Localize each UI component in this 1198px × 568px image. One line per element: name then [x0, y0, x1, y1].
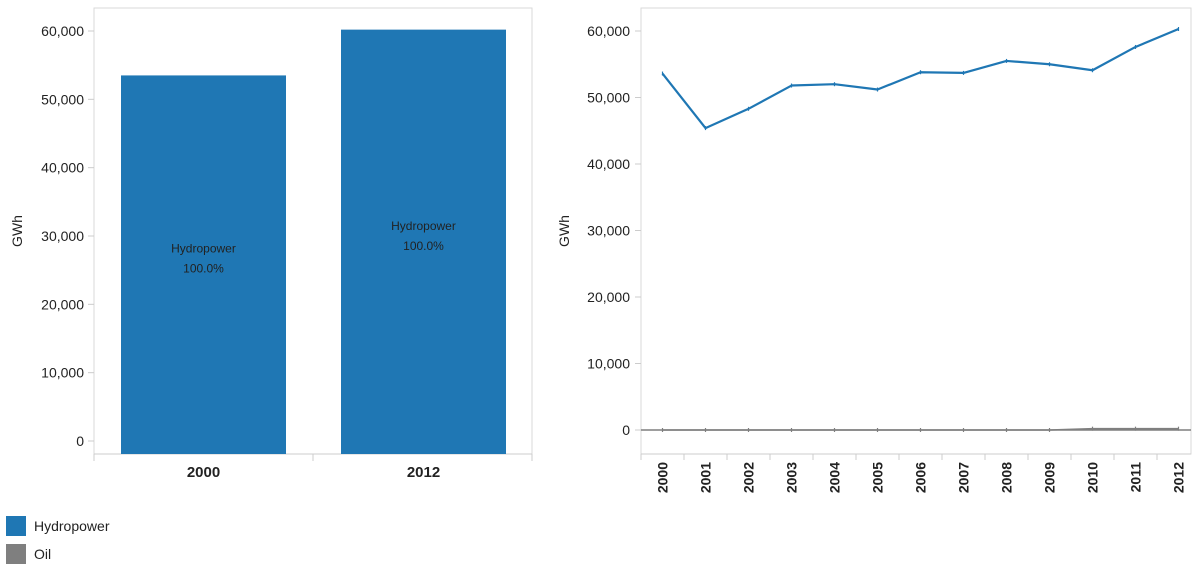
legend-swatch-oil — [6, 544, 26, 564]
line-y-tick-label: 40,000 — [587, 156, 630, 172]
legend-item-hydropower: Hydropower — [6, 512, 109, 540]
line-y-tick-label: 10,000 — [587, 356, 630, 372]
bar-label-name: Hydropower — [391, 219, 456, 233]
bar-y-tick-label: 20,000 — [41, 296, 84, 312]
bar-series: Hydropower 100.0% Hydropower 100.0% — [121, 29, 506, 455]
line-y-tick-label: 30,000 — [587, 223, 630, 239]
bar-2012 — [341, 29, 506, 455]
line-x-tick-label: 2008 — [999, 462, 1015, 493]
line-x-tick-label: 2006 — [913, 462, 929, 493]
bar-y-axis-label: GWh — [9, 215, 25, 247]
bar-y-tick-label: 0 — [76, 433, 84, 449]
legend: Hydropower Oil — [6, 512, 109, 568]
legend-swatch-hydropower — [6, 516, 26, 536]
bar-chart: 0 10,000 20,000 30,000 40,000 50,000 60,000 Hy… — [9, 7, 533, 481]
line-x-tick-label: 2010 — [1085, 462, 1101, 493]
line-x-ticks: 2000 2001 2002 2003 2004 2005 2006 2007 2008 2009… — [640, 453, 1191, 493]
line-x-tick-label: 2003 — [784, 462, 800, 493]
line-x-tick-label: 2001 — [698, 462, 714, 493]
line-x-tick-label: 2002 — [741, 462, 757, 493]
legend-item-oil: Oil — [6, 540, 109, 568]
series-line-hydropower — [661, 27, 1179, 130]
line-x-tick-label: 2009 — [1042, 462, 1058, 493]
chart-canvas: 0 10,000 20,000 30,000 40,000 50,000 60,000 Hy… — [9, 7, 1192, 493]
bar-label-pct: 100.0% — [183, 262, 224, 276]
bar-label-name: Hydropower — [171, 242, 236, 256]
line-x-tick-label: 2007 — [956, 462, 972, 493]
line-y-ticks: 0 10,000 20,000 30,000 40,000 50,000 60,000 — [587, 23, 641, 438]
bar-x-tick-label: 2000 — [187, 464, 220, 481]
bar-y-tick-label: 50,000 — [41, 91, 84, 107]
line-x-tick-label: 2005 — [870, 462, 886, 493]
line-y-tick-label: 50,000 — [587, 90, 630, 106]
bar-2000 — [121, 75, 286, 455]
line-chart: 0 10,000 20,000 30,000 40,000 50,000 60,000 20… — [556, 7, 1192, 493]
bar-x-ticks: 2000 2012 — [93, 454, 533, 481]
line-x-tick-label: 2000 — [655, 462, 671, 493]
line-x-tick-label: 2011 — [1128, 462, 1144, 493]
line-x-tick-label: 2004 — [827, 462, 843, 493]
line-x-tick-label: 2012 — [1171, 462, 1187, 493]
bar-y-tick-label: 40,000 — [41, 160, 84, 176]
line-y-axis-label: GWh — [556, 215, 572, 247]
bar-y-ticks: 0 10,000 20,000 30,000 40,000 50,000 60,000 — [41, 23, 94, 449]
line-y-tick-label: 20,000 — [587, 289, 630, 305]
bar-y-tick-label: 30,000 — [41, 228, 84, 244]
line-series — [641, 27, 1191, 432]
legend-label-oil: Oil — [34, 546, 52, 562]
line-y-tick-label: 60,000 — [587, 23, 630, 39]
bar-y-tick-label: 60,000 — [41, 23, 84, 39]
bar-x-tick-label: 2012 — [407, 464, 440, 481]
legend-label-hydropower: Hydropower — [34, 518, 110, 534]
bar-label-pct: 100.0% — [403, 239, 444, 253]
line-y-tick-label: 0 — [622, 422, 630, 438]
bar-y-tick-label: 10,000 — [41, 365, 84, 381]
